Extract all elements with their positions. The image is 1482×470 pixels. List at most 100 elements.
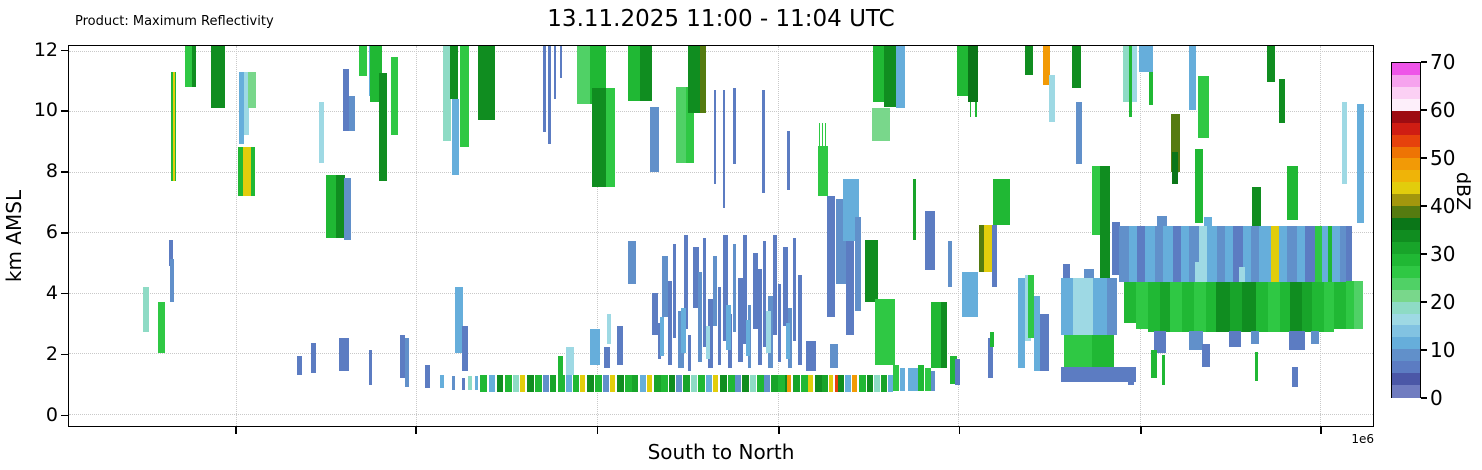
x-gridline [235,46,237,426]
reflectivity-bar [668,280,673,366]
x-gridline [778,46,780,426]
reflectivity-bar [991,224,997,287]
reflectivity-bar [1289,330,1306,351]
reflectivity-bar [1064,335,1093,367]
reflectivity-bar [686,86,694,163]
reflectivity-bar [505,375,513,393]
reflectivity-bar [691,375,698,393]
reflectivity-bar [871,108,890,142]
reflectivity-bar [1025,46,1033,75]
reflectivity-bar [676,375,683,393]
reflectivity-bar [170,71,173,181]
y-tick-label: 2 [45,342,58,365]
colorbar-band [1392,230,1420,243]
reflectivity-bar [450,46,459,99]
reflectivity-bar [858,375,866,393]
reflectivity-bar [652,292,659,336]
reflectivity-bar [706,326,711,360]
reflectivity-bar [1217,226,1226,283]
reflectivity-bar [1024,274,1031,342]
colorbar-band [1392,146,1420,160]
reflectivity-bar [930,371,935,392]
reflectivity-bar [1124,282,1137,324]
reflectivity-bar [647,375,653,393]
reflectivity-bar [845,241,854,336]
reflectivity-bar [1123,46,1130,103]
reflectivity-bar [468,376,473,390]
reflectivity-bar [1328,226,1333,283]
reflectivity-bar [325,174,336,239]
reflectivity-bar [829,344,838,369]
reflectivity-bar [961,271,978,317]
reflectivity-bar [242,147,251,196]
colorbar-tick-label: 10 [1430,338,1456,362]
reflectivity-bar [452,98,460,175]
reflectivity-bar [610,375,616,393]
y-gridline [69,50,1373,52]
reflectivity-bar [1202,344,1211,367]
reflectivity-bar [770,375,778,393]
x-tick-mark [1140,427,1142,434]
reflectivity-bar [1312,282,1325,333]
reflectivity-bar [1061,277,1074,336]
colorbar-tick-label: 60 [1430,98,1456,122]
reflectivity-bar [1340,226,1346,283]
reflectivity-bar [1092,335,1115,367]
reflectivity-bar [1189,46,1197,110]
y-gridline [69,171,1373,173]
reflectivity-bar [873,375,880,393]
reflectivity-bar [834,375,838,393]
x-tick-mark [415,427,417,434]
reflectivity-bar [1311,330,1319,345]
reflectivity-bar [978,224,984,272]
colorbar-band [1392,194,1420,208]
reflectivity-bar [587,375,595,393]
colorbar-band [1392,337,1420,351]
reflectivity-bar [543,375,550,393]
reflectivity-bar [238,71,244,145]
reflectivity-bar [1062,264,1071,278]
colorbar-band [1392,110,1420,124]
colorbar-band [1392,134,1420,148]
y-axis-label: km AMSL [2,189,26,283]
reflectivity-bar [880,375,887,393]
reflectivity-bar [835,198,846,284]
y-tick-mark [61,414,68,417]
reflectivity-bar [1255,351,1259,381]
reflectivity-bar [688,335,692,372]
reflectivity-bar [718,286,721,366]
y-gridline [69,232,1373,234]
reflectivity-bar [452,376,456,390]
reflectivity-bar [1259,226,1272,283]
x-gridline [958,46,960,426]
colorbar-band [1392,373,1420,387]
y-gridline [69,413,1373,415]
reflectivity-bar [370,46,383,103]
reflectivity-bar [792,375,800,393]
reflectivity-bar [956,46,968,96]
reflectivity-bar [864,239,878,302]
reflectivity-bar [807,375,813,393]
reflectivity-bar [1172,151,1179,184]
colorbar-band [1392,289,1420,303]
reflectivity-bar [992,179,1010,225]
reflectivity-bar [728,375,736,393]
reflectivity-bar [1182,282,1195,333]
reflectivity-bar [554,46,557,99]
reflectivity-bar [342,68,349,131]
reflectivity-bar [1155,226,1164,283]
reflectivity-bar [475,376,479,390]
y-tick-mark [61,49,68,51]
colorbar-band [1392,170,1420,184]
reflectivity-bar [1072,46,1082,89]
reflectivity-bar [844,375,851,393]
reflectivity-bar [722,89,725,208]
reflectivity-bar [707,298,713,369]
reflectivity-bar [1027,274,1034,339]
reflectivity-bar [1198,76,1210,139]
reflectivity-bar [335,174,345,239]
reflectivity-bar [247,71,256,109]
colorbar-tick-mark [1421,253,1427,255]
colorbar-tick-mark [1421,397,1427,399]
reflectivity-bar [1100,165,1111,283]
